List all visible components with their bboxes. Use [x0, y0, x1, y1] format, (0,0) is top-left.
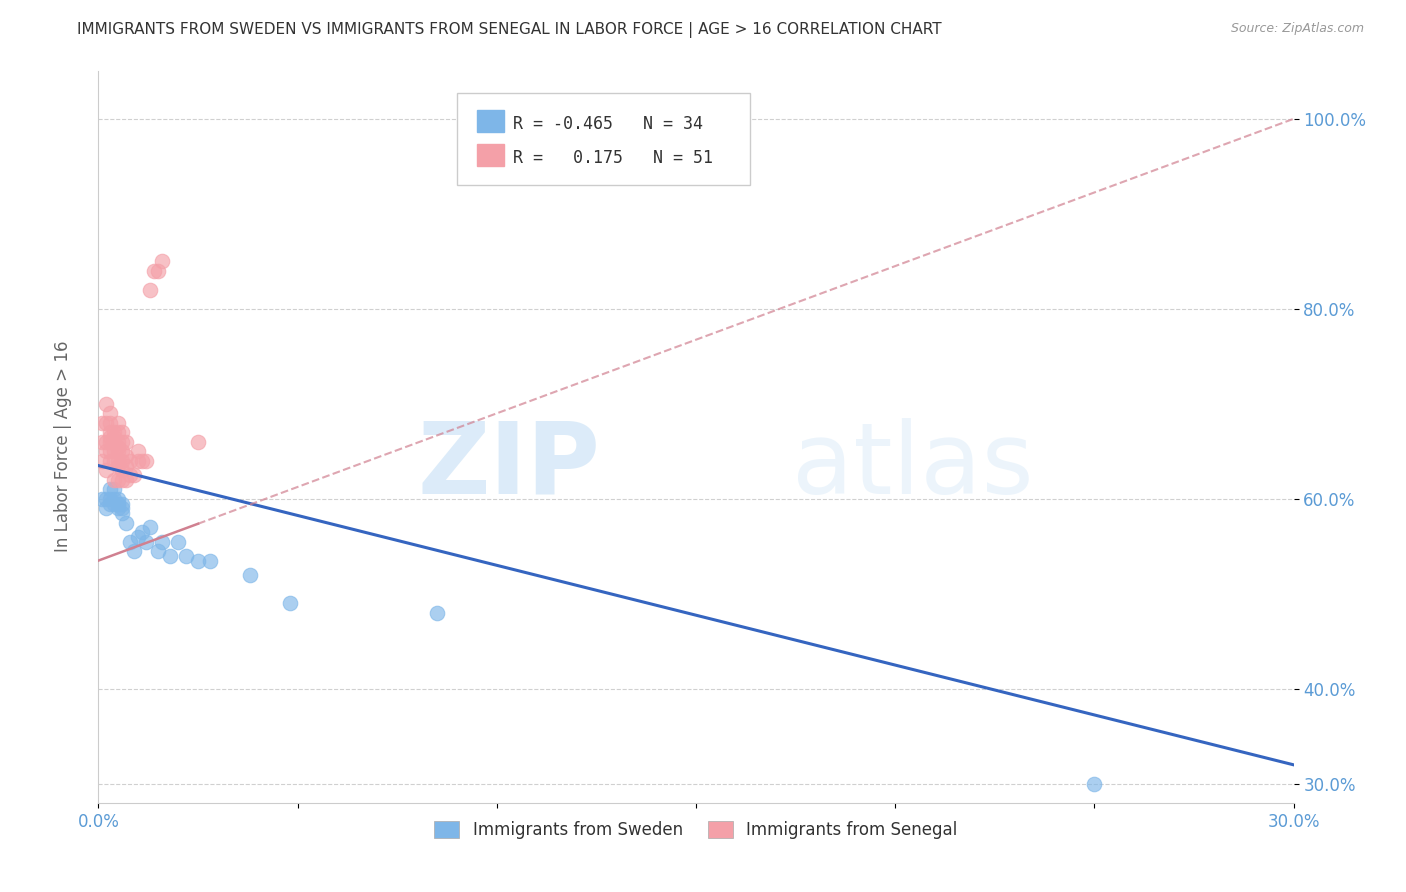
Point — [111, 473, 134, 487]
Point — [139, 520, 162, 534]
Text: ZIP: ZIP — [418, 417, 600, 515]
Point — [103, 491, 125, 506]
Point — [98, 434, 122, 449]
Point — [426, 606, 449, 620]
Point — [187, 553, 209, 567]
Point — [148, 544, 170, 558]
Point — [98, 425, 122, 440]
Point — [174, 549, 197, 563]
Point — [115, 516, 138, 530]
Point — [107, 501, 129, 516]
Point — [91, 454, 114, 468]
Point — [98, 406, 122, 420]
Point — [103, 454, 125, 468]
Point — [96, 434, 118, 449]
Point — [98, 483, 122, 497]
Point — [127, 444, 149, 458]
Point — [115, 434, 138, 449]
Point — [131, 524, 153, 539]
Point — [98, 416, 122, 430]
Point — [107, 440, 129, 454]
Point — [107, 434, 129, 449]
Point — [96, 416, 118, 430]
Point — [115, 473, 138, 487]
Point — [131, 454, 153, 468]
Point — [135, 454, 157, 468]
Point — [107, 473, 129, 487]
Point — [103, 434, 125, 449]
Point — [120, 468, 142, 483]
Point — [278, 596, 301, 610]
Point — [107, 454, 129, 468]
Point — [111, 463, 134, 477]
Point — [107, 444, 129, 458]
Point — [139, 283, 162, 297]
Text: R =   0.175   N = 51: R = 0.175 N = 51 — [513, 149, 713, 168]
Point — [111, 501, 134, 516]
Point — [111, 425, 134, 440]
Point — [239, 567, 262, 582]
Point — [103, 430, 125, 444]
Point — [98, 491, 122, 506]
Point — [103, 473, 125, 487]
Point — [1083, 777, 1105, 791]
Point — [96, 501, 118, 516]
Point — [187, 434, 209, 449]
Point — [124, 468, 146, 483]
Point — [103, 483, 125, 497]
Point — [98, 430, 122, 444]
Point — [198, 553, 221, 567]
Point — [96, 491, 118, 506]
Point — [107, 458, 129, 473]
Point — [96, 463, 118, 477]
Point — [150, 254, 173, 268]
Point — [107, 416, 129, 430]
Point — [103, 425, 125, 440]
Point — [98, 444, 122, 458]
Point — [143, 264, 166, 278]
Legend: Immigrants from Sweden, Immigrants from Senegal: Immigrants from Sweden, Immigrants from … — [427, 814, 965, 846]
Point — [111, 444, 134, 458]
Point — [124, 544, 146, 558]
Point — [111, 506, 134, 520]
Point — [107, 497, 129, 511]
Text: Source: ZipAtlas.com: Source: ZipAtlas.com — [1230, 22, 1364, 36]
Point — [111, 434, 134, 449]
Text: atlas: atlas — [792, 417, 1033, 515]
Point — [107, 497, 129, 511]
Point — [98, 454, 122, 468]
Bar — [477, 144, 503, 167]
Point — [98, 497, 122, 511]
Point — [91, 416, 114, 430]
Text: In Labor Force | Age > 16: In Labor Force | Age > 16 — [55, 340, 72, 552]
Point — [115, 449, 138, 463]
Point — [120, 454, 142, 468]
Point — [120, 534, 142, 549]
Point — [159, 549, 181, 563]
Point — [111, 454, 134, 468]
Text: IMMIGRANTS FROM SWEDEN VS IMMIGRANTS FROM SENEGAL IN LABOR FORCE | AGE > 16 CORR: IMMIGRANTS FROM SWEDEN VS IMMIGRANTS FRO… — [77, 22, 942, 38]
Point — [127, 530, 149, 544]
Point — [148, 264, 170, 278]
Point — [103, 444, 125, 458]
Point — [127, 454, 149, 468]
Point — [107, 425, 129, 440]
FancyBboxPatch shape — [457, 94, 749, 185]
Point — [103, 497, 125, 511]
Point — [111, 497, 134, 511]
Point — [91, 491, 114, 506]
Point — [96, 444, 118, 458]
Point — [115, 458, 138, 473]
Bar — [477, 110, 503, 132]
Point — [150, 534, 173, 549]
Point — [107, 491, 129, 506]
Point — [91, 434, 114, 449]
Point — [167, 534, 190, 549]
Text: R = -0.465   N = 34: R = -0.465 N = 34 — [513, 115, 703, 133]
Point — [135, 534, 157, 549]
Point — [96, 397, 118, 411]
